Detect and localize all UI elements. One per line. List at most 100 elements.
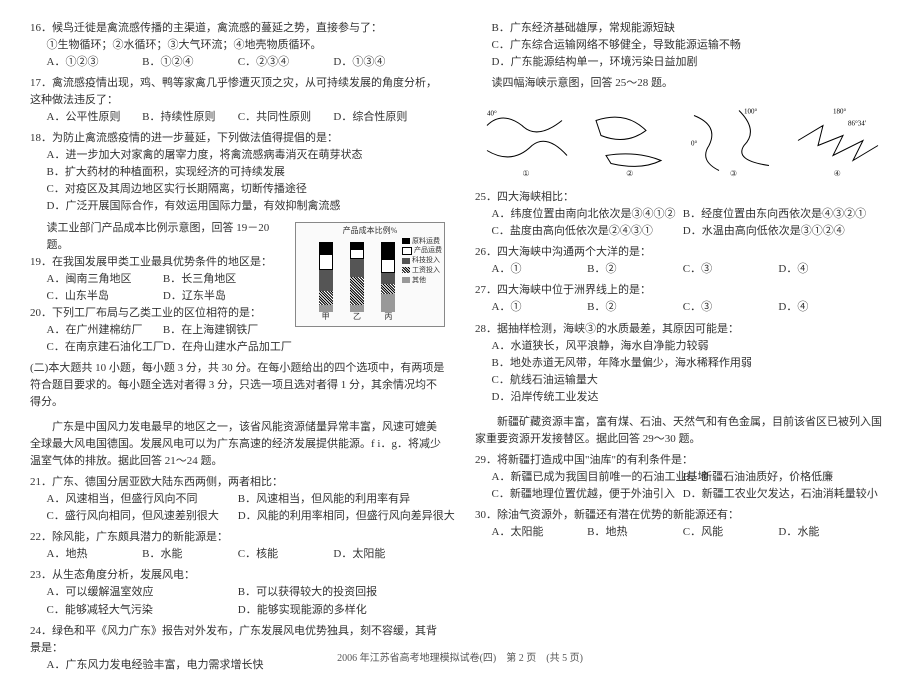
q23-c: C．能够减轻大气污染 xyxy=(47,602,238,619)
exam-page: 16．候鸟迁徙是禽流感传播的主渠道，禽流感的蔓延之势，直接参与了： ①生物循环；… xyxy=(30,20,890,620)
q24-c: C．广东综合运输网络不够健全，导致能源运输不畅 xyxy=(475,37,890,54)
q21-c: C．盛行风向相同，但风速差别很大 xyxy=(47,508,238,525)
q28-d: D．沿岸传统工业发达 xyxy=(475,389,890,406)
q29: 29．将新疆打造成中国"油库"的有利条件是： A．新疆已成为我国目前唯一的石油工… xyxy=(475,452,890,503)
lg-2: 科技投入 xyxy=(402,256,442,266)
q22: 22．除风能，广东颇具潜力的新能源是： A．地热 B．水能 C．核能 D．太阳能 xyxy=(30,529,445,563)
q26-b: B．② xyxy=(587,261,683,278)
q21-d: D．风能的利用率相同，但盛行风向差异很大 xyxy=(238,508,429,525)
q23-opts: A．可以缓解温室效应 B．可以获得较大的投资回报 C．能够减轻大气污染 D．能够… xyxy=(30,584,445,618)
q19-b: B．长三角地区 xyxy=(163,271,279,288)
q29-a: A．新疆已成为我国目前唯一的石油工业基地 xyxy=(492,469,683,486)
q17-b: B．持续性原则 xyxy=(142,109,238,126)
q22-stem: 22．除风能，广东颇具潜力的新能源是： xyxy=(30,529,445,546)
strait-maps: 40° ① ② 100°0° ③ 180°86°34′ ④ xyxy=(475,98,890,183)
q27-opts: A．① B．② C．③ D．④ xyxy=(475,299,890,316)
q18-b: B．扩大药材的种植面积，实现经济的可持续发展 xyxy=(30,164,445,181)
q19-d: D．辽东半岛 xyxy=(163,288,279,305)
q25-stem: 25．四大海峡相比： xyxy=(475,189,890,206)
q17-d: D．综合性原则 xyxy=(333,109,429,126)
lg-1: 产品运费 xyxy=(402,246,442,256)
q17: 17．禽流感疫情出现，鸡、鸭等家禽几乎惨遭灭顶之灾，从可持续发展的角度分析，这种… xyxy=(30,75,445,126)
q25: 25．四大海峡相比： A．纬度位置由南向北依次是③④①② B．经度位置由东向西依… xyxy=(475,189,890,240)
q28-stem: 28．据抽样检测，海峡③的水质最差，其原因可能是： xyxy=(475,321,890,338)
q23-a: A．可以缓解温室效应 xyxy=(47,584,238,601)
chart-xlabels: 甲 乙 丙 xyxy=(296,311,444,323)
svg-text:100°: 100° xyxy=(744,108,758,116)
q16-a: A．①②③ xyxy=(47,54,143,71)
strait-2-label: ② xyxy=(626,169,633,178)
q21-b: B．风速相当，但风能的利用率有异 xyxy=(238,491,429,508)
q19-c: C．山东半岛 xyxy=(47,288,163,305)
q22-b: B．水能 xyxy=(142,546,238,563)
q19-opts: A．闽南三角地区 B．长三角地区 C．山东半岛 D．辽东半岛 xyxy=(30,271,289,305)
q25-c: C．盐度由高向低依次是②④③① xyxy=(492,223,683,240)
q16-opts: A．①②③ B．①②④ C．②③④ D．①③④ xyxy=(30,54,445,71)
q28-a: A．水道狭长，风平浪静，海水自净能力较弱 xyxy=(475,338,890,355)
strait-1-label: ① xyxy=(522,169,529,178)
q20-d: D．在舟山建水产品加工厂 xyxy=(163,339,279,356)
q20-c: C．在南京建石油化工厂 xyxy=(47,339,163,356)
q24-b: B．广东经济基础雄厚，常规能源短缺 xyxy=(475,20,890,37)
q26-opts: A．① B．② C．③ D．④ xyxy=(475,261,890,278)
q30-stem: 30．除油气资源外，新疆还有潜在优势的新能源还有： xyxy=(475,507,890,524)
q18-d: D．广泛开展国际合作，有效运用国际力量，有效抑制禽流感 xyxy=(30,198,445,215)
q22-a: A．地热 xyxy=(47,546,143,563)
q18-c: C．对疫区及其周边地区实行长期隔离，切断传播途径 xyxy=(30,181,445,198)
q22-c: C．核能 xyxy=(238,546,334,563)
q28-b: B．地处赤道无风带，年降水量偏少，海水稀释作用弱 xyxy=(475,355,890,372)
q20-b: B．在上海建钢铁厂 xyxy=(163,322,279,339)
q20-a: A．在广州建棉纺厂 xyxy=(47,322,163,339)
strait-2: ② xyxy=(586,103,676,178)
q27-a: A．① xyxy=(492,299,588,316)
q29-stem: 29．将新疆打造成中国"油库"的有利条件是： xyxy=(475,452,890,469)
q26-a: A．① xyxy=(492,261,588,278)
q30-d: D．水能 xyxy=(778,524,874,541)
q25-b: B．经度位置由东向西依次是④③②① xyxy=(683,206,874,223)
lg-4: 其他 xyxy=(402,276,442,286)
strait-4-label: ④ xyxy=(834,169,841,178)
page-footer: 2006 年江苏省高考地理模拟试卷(四) 第 2 页 (共 5 页) xyxy=(0,649,920,664)
q17-stem: 17．禽流感疫情出现，鸡、鸭等家禽几乎惨遭灭顶之灾，从可持续发展的角度分析，这种… xyxy=(30,75,445,109)
strait-4: 180°86°34′ ④ xyxy=(793,103,883,178)
svg-text:0°: 0° xyxy=(691,140,698,148)
svg-text:86°34′: 86°34′ xyxy=(848,120,867,128)
xl-0: 甲 xyxy=(322,311,330,323)
chart-title: 产品成本比例% xyxy=(296,223,444,237)
q30-opts: A．太阳能 B．地热 C．风能 D．水能 xyxy=(475,524,890,541)
strait-1: 40° ① xyxy=(482,103,572,178)
q30-c: C．风能 xyxy=(683,524,779,541)
q25-a: A．纬度位置由南向北依次是③④①② xyxy=(492,206,683,223)
lg-0: 原料运费 xyxy=(402,237,442,247)
q23-b: B．可以获得较大的投资回报 xyxy=(238,584,429,601)
strait-3: 100°0° ③ xyxy=(689,103,779,178)
q21-stem: 21．广东、德国分居亚欧大陆东西两侧，两者相比： xyxy=(30,474,445,491)
q16-b: B．①②④ xyxy=(142,54,238,71)
q24-d: D．广东能源结构单一，环境污染日益加剧 xyxy=(475,54,890,71)
right-column: B．广东经济基础雄厚，常规能源短缺 C．广东综合运输网络不够健全，导致能源运输不… xyxy=(475,20,890,620)
q30-b: B．地热 xyxy=(587,524,683,541)
q17-a: A．公平性原则 xyxy=(47,109,143,126)
svg-text:40°: 40° xyxy=(487,110,497,118)
q25-opts: A．纬度位置由南向北依次是③④①② B．经度位置由东向西依次是④③②① C．盐度… xyxy=(475,206,890,240)
q27-c: C．③ xyxy=(683,299,779,316)
q21-opts: A．风速相当，但盛行风向不同 B．风速相当，但风能的利用率有异 C．盛行风向相同… xyxy=(30,491,445,525)
q29-c: C．新疆地理位置优越，便于外油引入 xyxy=(492,486,683,503)
q23-d: D．能够实现能源的多样化 xyxy=(238,602,429,619)
p21-24-intro: 广东是中国风力发电最早的地区之一，该省风能资源储量异常丰富，风速可媲美全球最大风… xyxy=(30,419,445,470)
q17-opts: A．公平性原则 B．持续性原则 C．共同性原则 D．综合性原则 xyxy=(30,109,445,126)
q26-stem: 26．四大海峡中沟通两个大洋的是： xyxy=(475,244,890,261)
q18-a: A．进一步加大对家禽的屠宰力度，将禽流感病毒消灭在萌芽状态 xyxy=(30,147,445,164)
q16-stem: 16．候鸟迁徙是禽流感传播的主渠道，禽流感的蔓延之势，直接参与了： xyxy=(30,20,445,37)
q16-sub: ①生物循环；②水循环；③大气环流；④地壳物质循环。 xyxy=(30,37,445,54)
q23-stem: 23．从生态角度分析，发展风电： xyxy=(30,567,445,584)
p29-30-intro: 新疆矿藏资源丰富，富有煤、石油、天然气和有色金属，目前该省区已被列入国家重要资源… xyxy=(475,414,890,448)
lg-3: 工资投入 xyxy=(402,266,442,276)
q25-d: D．水温由高向低依次是③①②④ xyxy=(683,223,874,240)
q19-20-block: 产品成本比例% 甲 乙 丙 原料运费 产品运费 科技投入 工资投入 其他 读工业… xyxy=(30,220,445,356)
section2-header: (二)本大题共 10 小题，每小题 3 分，共 30 分。在每小题给出的四个选项… xyxy=(30,360,445,411)
q22-d: D．太阳能 xyxy=(333,546,429,563)
chart-legend: 原料运费 产品运费 科技投入 工资投入 其他 xyxy=(402,237,442,286)
q29-d: D．新疆工农业欠发达，石油消耗量较小 xyxy=(683,486,874,503)
svg-text:180°: 180° xyxy=(833,108,847,116)
